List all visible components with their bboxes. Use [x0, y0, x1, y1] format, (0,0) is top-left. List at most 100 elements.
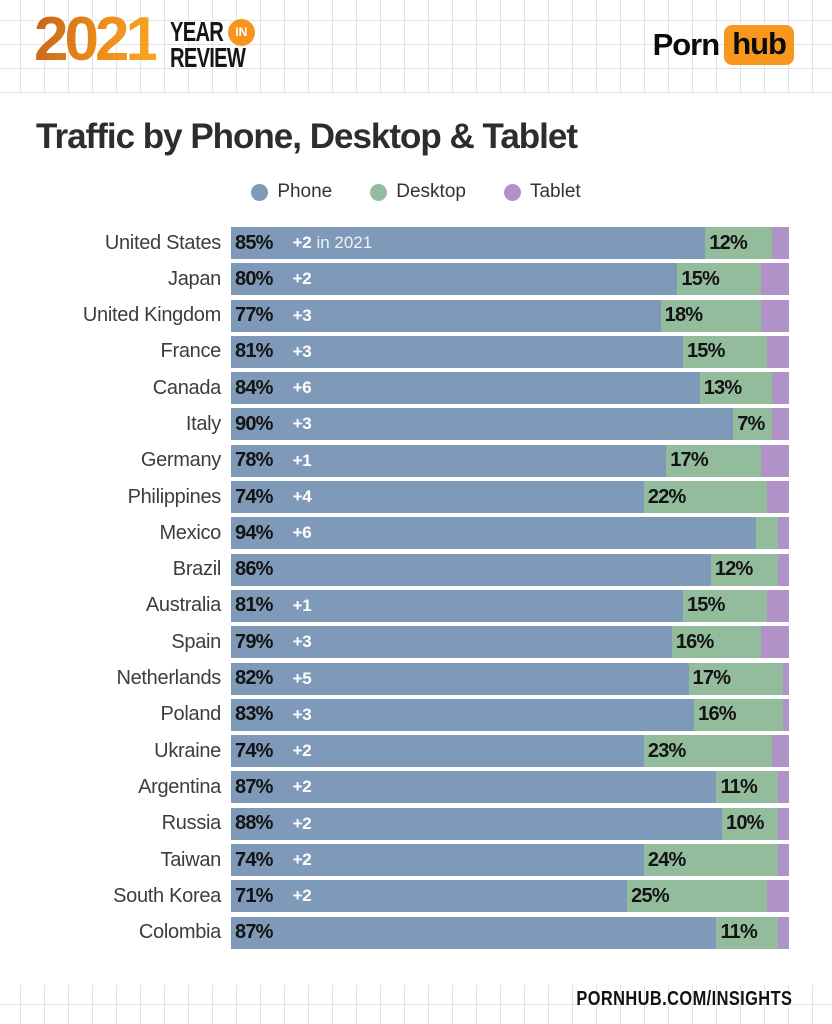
table-row: Philippines 74% +4 22%	[0, 481, 832, 514]
desktop-percent-label: 25%	[631, 884, 669, 907]
tablet-segment	[772, 372, 789, 405]
table-row: Ukraine 74% +2 23%	[0, 735, 832, 768]
table-row: Netherlands 82% +5 17%	[0, 662, 832, 695]
phone-percent-label: 86%	[235, 558, 273, 581]
phone-percent-label: 83%	[235, 703, 273, 726]
desktop-percent-label: 13%	[703, 376, 742, 399]
country-label: Japan	[168, 267, 221, 290]
desktop-percent-label: 17%	[670, 449, 708, 472]
phone-segment: 71% +2	[231, 880, 628, 913]
change-label: +2	[292, 233, 312, 252]
phone-percent-label: 81%	[235, 340, 273, 363]
country-label: Mexico	[159, 521, 221, 544]
desktop-segment: 7%	[733, 408, 773, 441]
stacked-bar: 74% +4 22%	[231, 481, 789, 514]
country-label: Russia	[161, 812, 222, 835]
table-row: Japan 80% +2 15%	[0, 263, 832, 296]
phone-segment: 88% +2	[231, 807, 723, 840]
desktop-color-dot-icon	[370, 183, 388, 201]
tablet-segment	[772, 227, 789, 259]
table-row: Spain 79% +3 16%	[0, 626, 832, 659]
pornhub-logo: Porn hub	[653, 25, 794, 65]
phone-color-dot-icon	[251, 183, 269, 201]
phone-segment: 74% +2	[231, 844, 644, 877]
desktop-segment: 11%	[716, 771, 778, 804]
country-label: Taiwan	[160, 848, 222, 871]
desktop-percent-label: 23%	[647, 739, 686, 762]
desktop-percent-label: 15%	[686, 340, 725, 363]
legend: Phone Desktop Tablet	[0, 181, 832, 203]
country-label: Argentina	[138, 775, 221, 798]
tablet-segment	[783, 698, 789, 731]
phone-segment: 94% +6	[231, 517, 756, 550]
desktop-percent-label: 18%	[664, 304, 703, 327]
country-label: Canada	[152, 376, 222, 399]
table-row: Argentina 87% +2 11%	[0, 771, 832, 804]
tablet-segment	[766, 589, 789, 622]
tablet-segment	[761, 444, 789, 477]
table-row: Brazil 86% 12%	[0, 553, 832, 586]
country-label: Australia	[145, 594, 221, 617]
phone-percent-label: 74%	[235, 848, 273, 871]
table-row: Germany 78% +1 17%	[0, 444, 832, 477]
country-label: United States	[104, 231, 221, 254]
tablet-segment	[761, 263, 789, 296]
phone-percent-label: 74%	[235, 739, 273, 762]
phone-percent-label: 80%	[235, 267, 273, 290]
stacked-bar: 84% +6 13%	[231, 372, 789, 405]
desktop-percent-label: 17%	[692, 667, 731, 690]
desktop-segment: 15%	[677, 263, 762, 296]
desktop-percent-label: 16%	[698, 703, 736, 726]
change-label: +2	[292, 269, 312, 289]
phone-segment: 82% +5	[231, 662, 689, 695]
stacked-bar: 85% +2 in 2021 12%	[231, 227, 789, 259]
desktop-percent-label: 11%	[720, 921, 757, 944]
phone-percent-label: 85%	[235, 231, 273, 254]
desktop-segment: 23%	[643, 735, 773, 768]
year-in-review-lockup: YEAR IN REVIEW	[170, 10, 274, 73]
change-label: +3	[292, 414, 312, 434]
change-label: +5	[292, 668, 312, 688]
table-row: Colombia 87% 11%	[0, 916, 832, 949]
change-label: +1	[292, 595, 312, 615]
country-label: France	[160, 340, 222, 363]
tablet-segment	[777, 844, 789, 877]
country-label: United Kingdom	[82, 304, 221, 327]
stacked-bar: 90% +3 7%	[231, 408, 789, 441]
phone-percent-label: 78%	[235, 449, 273, 472]
table-row: Australia 81% +1 15%	[0, 589, 832, 622]
phone-percent-label: 87%	[235, 775, 273, 798]
tablet-segment	[777, 807, 789, 840]
tablet-segment	[761, 299, 789, 332]
phone-percent-label: 74%	[235, 485, 273, 508]
stacked-bar: 78% +1 17%	[231, 444, 789, 477]
desktop-segment: 15%	[682, 589, 767, 622]
change-label: +1	[292, 450, 312, 470]
phone-percent-label: 84%	[235, 376, 273, 399]
desktop-percent-label: 12%	[714, 558, 753, 581]
stacked-bar: 87% 11%	[231, 916, 789, 949]
phone-segment: 90% +3	[231, 408, 734, 441]
country-label: Germany	[140, 449, 221, 472]
change-label: +2	[292, 813, 312, 833]
legend-item-phone: Phone	[251, 181, 332, 203]
phone-segment: 86%	[231, 553, 711, 586]
country-label: Ukraine	[154, 739, 221, 762]
tablet-segment	[777, 916, 789, 949]
desktop-segment: 17%	[666, 444, 762, 477]
country-label: Brazil	[172, 558, 222, 581]
legend-label: Phone	[277, 181, 333, 202]
stacked-bar: 87% +2 11%	[231, 771, 789, 804]
tablet-segment	[766, 481, 789, 514]
change-label: +4	[292, 487, 312, 507]
phone-percent-label: 77%	[235, 304, 273, 327]
pornhub-logo-porn: Porn	[652, 27, 721, 62]
phone-segment: 80% +2	[231, 263, 678, 296]
change-label: +6	[292, 378, 312, 398]
phone-percent-label: 79%	[235, 630, 273, 653]
in-circle-badge: IN	[227, 18, 255, 46]
phone-percent-label: 82%	[235, 667, 273, 690]
desktop-percent-label: 16%	[675, 630, 714, 653]
stacked-bar: 71% +2 25%	[231, 880, 789, 913]
legend-item-desktop: Desktop	[370, 181, 466, 203]
